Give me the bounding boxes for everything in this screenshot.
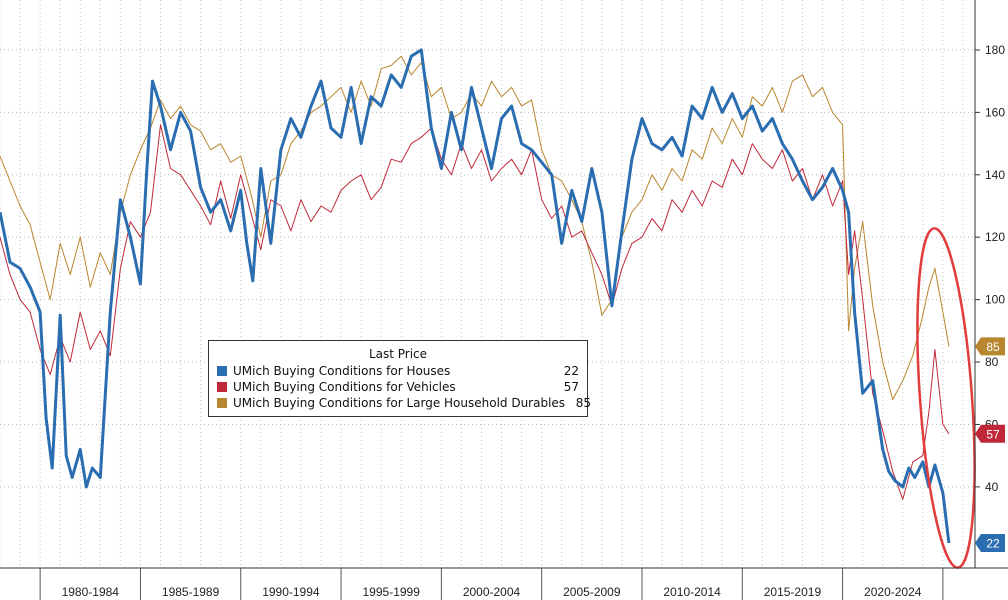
legend-item-houses: UMich Buying Conditions for Houses 22 — [217, 363, 579, 379]
last-value-label-0: 22 — [986, 537, 1000, 551]
legend-swatch-houses — [217, 366, 227, 376]
last-value-label-1: 57 — [986, 427, 1000, 441]
legend-swatch-durables — [217, 398, 227, 408]
gridlines — [0, 0, 975, 568]
legend-label-durables: UMich Buying Conditions for Large Househ… — [233, 396, 566, 410]
legend-value-durables: 85 — [575, 396, 592, 410]
x-tick-label: 2020-2024 — [864, 585, 922, 599]
x-tick-label: 2010-2014 — [663, 585, 721, 599]
x-tick-label: 1995-1999 — [363, 585, 421, 599]
series-line-2 — [0, 55, 950, 400]
legend-item-vehicles: UMich Buying Conditions for Vehicles 57 — [217, 379, 579, 395]
series-lines — [0, 48, 951, 544]
last-value-markers: 22 57 85 — [975, 337, 1005, 553]
y-tick-label: 80 — [985, 355, 999, 369]
legend-title: Last Price — [368, 347, 428, 361]
x-tick-label: 1990-1994 — [262, 585, 320, 599]
y-tick-label: 160 — [985, 105, 1005, 119]
y-tick-label: 100 — [985, 293, 1005, 307]
y-tick-label: 140 — [985, 168, 1005, 182]
y-tick-label: 180 — [985, 43, 1005, 57]
y-tick-label: 40 — [985, 480, 999, 494]
last-value-flag-2 — [975, 337, 1005, 356]
x-tick-label: 1980-1984 — [62, 585, 120, 599]
legend-value-vehicles: 57 — [563, 380, 579, 394]
legend-label-vehicles: UMich Buying Conditions for Vehicles — [233, 380, 456, 394]
legend-item-durables: UMich Buying Conditions for Large Househ… — [217, 395, 591, 411]
x-tick-label: 2000-2004 — [463, 585, 521, 599]
series-line-0 — [0, 48, 951, 544]
x-tick-label: 2015-2019 — [764, 585, 822, 599]
x-tick-label: 2005-2009 — [563, 585, 621, 599]
legend-value-houses: 22 — [563, 364, 579, 378]
last-value-label-2: 85 — [986, 340, 1000, 354]
last-value-flag-1 — [975, 424, 1005, 443]
y-tick-label: 120 — [985, 230, 1005, 244]
series-line-1 — [0, 124, 950, 500]
x-tick-label: 1985-1989 — [162, 585, 220, 599]
last-value-flag-0 — [975, 534, 1005, 553]
legend-box: Last Price UMich Buying Conditions for H… — [208, 340, 591, 417]
legend-label-houses: UMich Buying Conditions for Houses — [233, 364, 451, 378]
legend-swatch-vehicles — [217, 382, 227, 392]
